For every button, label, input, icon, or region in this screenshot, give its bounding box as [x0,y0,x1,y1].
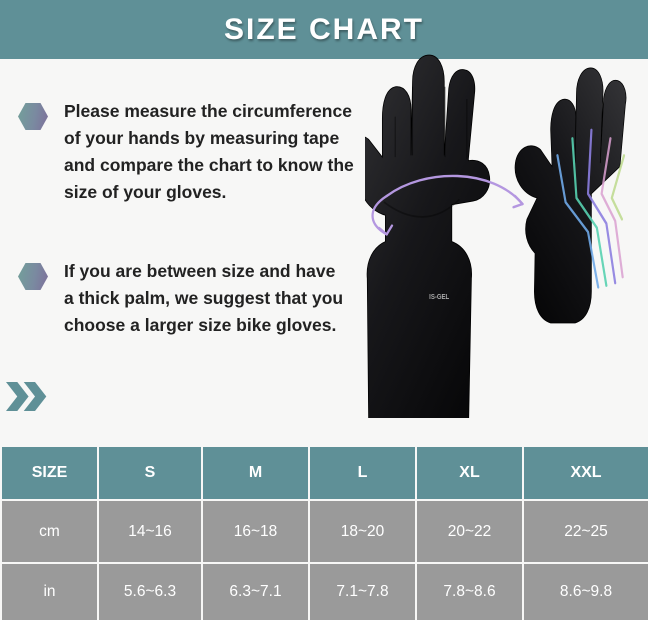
svg-text:IS-GEL: IS-GEL [429,293,449,301]
